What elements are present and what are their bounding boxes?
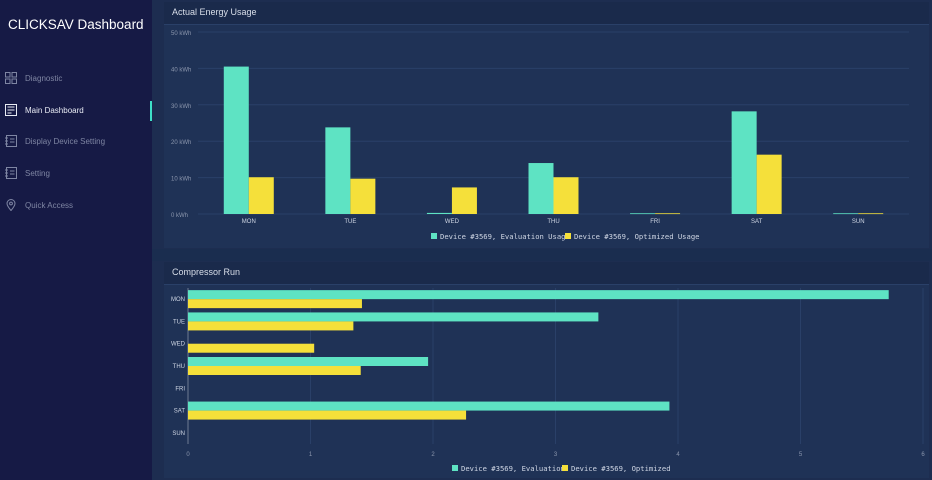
bar-optimized [248, 177, 274, 214]
bar-evaluation [188, 312, 599, 322]
bar-evaluation [188, 357, 429, 366]
y-tick-label: 10 kWh [171, 177, 191, 183]
sidebar-item-label: Display Device Setting [25, 137, 106, 146]
sidebar-item-display-device-setting[interactable]: Display Device Setting [0, 131, 152, 153]
legend-label: Device #3569, Evaluation [461, 464, 565, 473]
bar-evaluation [731, 111, 757, 214]
bar-optimized [188, 321, 354, 331]
x-tick-label: 0 [186, 452, 190, 458]
bar-optimized [350, 178, 376, 214]
compressor-chart: 0 1 2 3 4 5 6 MON TUE WED THU FRI SAT SUN Device #3569… [171, 288, 925, 473]
y-tick-label: THU [173, 364, 185, 370]
sidebar-item-main-dashboard[interactable]: Main Dashboard [0, 100, 152, 122]
app-title: CLICKSAV Dashboard [8, 17, 144, 32]
x-tick-label: 6 [921, 452, 925, 458]
bar-evaluation [188, 290, 889, 300]
sidebar-item-label: Main Dashboard [25, 106, 84, 115]
bar-optimized [188, 343, 315, 353]
sidebar-item-label: Quick Access [25, 201, 74, 210]
energy-chart: 0 kWh 10 kWh 20 kWh 30 kWh 40 kWh 50 kWh MON TU… [171, 31, 909, 241]
x-tick-label: FRI [650, 219, 660, 225]
legend-label: Device #3569, Optimized Usage [574, 232, 700, 241]
x-tick-label: 4 [676, 452, 680, 458]
bar-evaluation [833, 213, 859, 215]
bar-evaluation [528, 163, 554, 214]
x-tick-label: SUN [852, 219, 865, 225]
grid-icon [5, 72, 17, 84]
panel-title: Actual Energy Usage [172, 7, 257, 17]
x-tick-label: 1 [309, 452, 313, 458]
x-tick-label: SAT [751, 219, 763, 225]
bar-evaluation [426, 212, 452, 214]
y-tick-label: 0 kWh [171, 213, 188, 219]
bar-evaluation [223, 66, 249, 214]
legend-label: Device #3569, Optimized [571, 464, 671, 473]
location-pin-icon [6, 199, 16, 211]
y-tick-label: TUE [173, 319, 185, 325]
x-tick-label: 3 [554, 452, 558, 458]
bar-optimized [553, 177, 579, 214]
bar-optimized [858, 213, 884, 215]
sidebar-item-diagnostic[interactable]: Diagnostic [0, 68, 152, 90]
bar-optimized [756, 154, 782, 214]
y-tick-label: SUN [172, 431, 185, 437]
legend-swatch [565, 233, 571, 239]
bar-optimized [655, 213, 681, 215]
y-tick-label: MON [171, 297, 185, 303]
y-tick-label: 40 kWh [171, 67, 191, 73]
bar-optimized [451, 187, 477, 214]
active-indicator [150, 101, 152, 121]
x-tick-label: MON [242, 219, 256, 225]
y-tick-label: FRI [175, 386, 185, 392]
compressor-panel-header: Compressor Run [164, 262, 929, 285]
sidebar-item-label: Diagnostic [25, 74, 63, 83]
x-tick-label: TUE [344, 219, 356, 225]
x-tick-label: WED [445, 219, 460, 225]
energy-panel-header: Actual Energy Usage [164, 2, 929, 25]
legend-swatch [431, 233, 437, 239]
device-icon [5, 135, 17, 147]
bar-evaluation [325, 127, 351, 214]
sidebar-item-label: Setting [25, 169, 50, 178]
compressor-panel: Compressor Run 0 1 2 3 4 5 6 MON TUE WED THU FRI SAT… [164, 262, 929, 478]
x-tick-label: 5 [799, 452, 803, 458]
bar-optimized [188, 366, 361, 375]
bar-optimized [188, 299, 362, 309]
panel-title: Compressor Run [172, 267, 241, 277]
panel-separator [152, 249, 932, 261]
x-tick-label: THU [547, 219, 559, 225]
bar-optimized [188, 410, 467, 420]
sidebar-item-quick-access[interactable]: Quick Access [0, 195, 152, 217]
sidebar: CLICKSAV Dashboard Diagnostic Main Dashb… [0, 0, 152, 480]
y-tick-label: 50 kWh [171, 31, 191, 37]
settings-icon [5, 167, 17, 179]
y-tick-label: SAT [174, 409, 186, 415]
legend-swatch [562, 465, 568, 471]
bar-evaluation [188, 401, 670, 411]
legend-swatch [452, 465, 458, 471]
dashboard-icon [5, 104, 17, 116]
x-tick-label: 2 [431, 452, 435, 458]
y-tick-label: 30 kWh [171, 104, 191, 110]
y-tick-label: WED [171, 342, 186, 348]
bar-evaluation [630, 213, 656, 215]
y-tick-label: 20 kWh [171, 140, 191, 146]
sidebar-item-setting[interactable]: Setting [0, 163, 152, 185]
legend-label: Device #3569, Evaluation Usage [440, 232, 570, 241]
energy-panel: Actual Energy Usage 0 kWh 10 kWh 20 kWh 30 … [164, 2, 929, 248]
